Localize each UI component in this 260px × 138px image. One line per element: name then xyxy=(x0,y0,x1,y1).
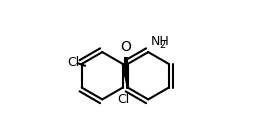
Text: 2: 2 xyxy=(160,40,166,50)
Text: Cl: Cl xyxy=(68,56,80,69)
Text: Cl: Cl xyxy=(117,93,129,106)
Text: NH: NH xyxy=(151,35,170,48)
Text: O: O xyxy=(120,40,131,54)
